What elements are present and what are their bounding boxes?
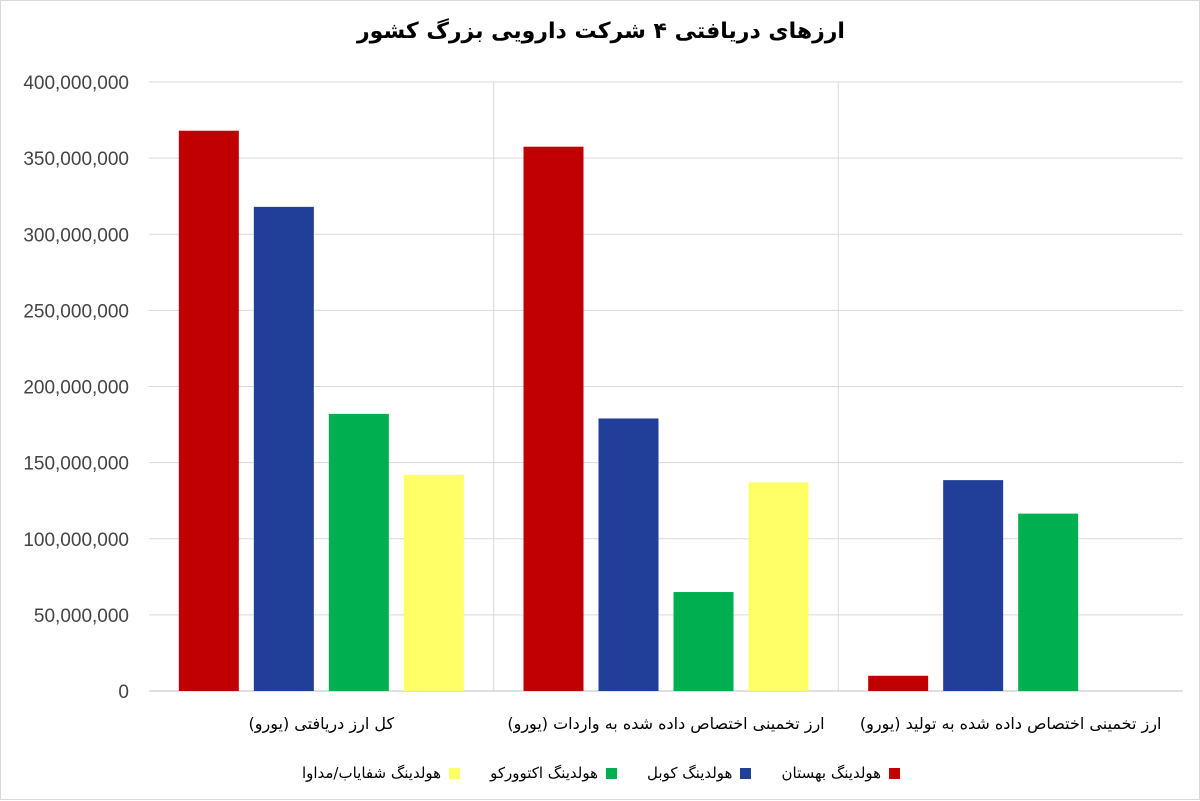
y-tick-label: 150,000,000 xyxy=(23,454,129,475)
y-tick-label: 100,000,000 xyxy=(23,530,129,551)
legend-swatch xyxy=(449,767,461,779)
y-tick-label: 250,000,000 xyxy=(23,301,129,322)
y-tick-label: 200,000,000 xyxy=(23,378,129,399)
y-tick-label: 0 xyxy=(118,682,129,703)
bar xyxy=(328,413,389,691)
bar xyxy=(1018,513,1079,691)
bar xyxy=(178,130,239,692)
legend-item: هولدینگ اکتوورکو xyxy=(490,764,618,782)
legend-label: هولدینگ بهستان xyxy=(781,764,882,782)
bar xyxy=(673,592,734,691)
bar xyxy=(943,480,1004,691)
legend: هولدینگ بهستان هولدینگ کوبل هولدینگ اکتوور… xyxy=(1,759,1200,787)
y-tick-label: 300,000,000 xyxy=(23,225,129,246)
legend-swatch xyxy=(606,767,618,779)
legend-item: هولدینگ کوبل xyxy=(647,764,752,782)
bar xyxy=(748,482,809,691)
bar xyxy=(868,675,929,691)
y-tick-label: 350,000,000 xyxy=(23,149,129,170)
bar xyxy=(403,474,464,691)
x-category-label: ارز تخمینی اختصاص داده شده به واردات (یو… xyxy=(507,714,824,734)
legend-label: هولدینگ شفایاب/مداوا xyxy=(301,764,442,782)
bar xyxy=(253,206,314,691)
legend-label: هولدینگ کوبل xyxy=(647,764,733,782)
legend-swatch xyxy=(889,767,901,779)
legend-label: هولدینگ اکتوورکو xyxy=(490,764,599,782)
legend-item: هولدینگ شفایاب/مداوا xyxy=(301,764,461,782)
y-tick-label: 400,000,000 xyxy=(23,73,129,94)
bar xyxy=(523,146,584,692)
bar xyxy=(598,418,659,691)
legend-item: هولدینگ بهستان xyxy=(781,764,901,782)
y-tick-label: 50,000,000 xyxy=(34,606,129,627)
legend-swatch xyxy=(740,767,752,779)
chart-title: ارزهای دریافتی ۴ شرکت دارویی بزرگ کشور xyxy=(357,19,845,44)
x-category-label: کل ارز دریافتی (یورو) xyxy=(249,714,395,734)
x-category-label: ارز تخمینی اختصاص داده شده به تولید (یور… xyxy=(860,714,1162,734)
